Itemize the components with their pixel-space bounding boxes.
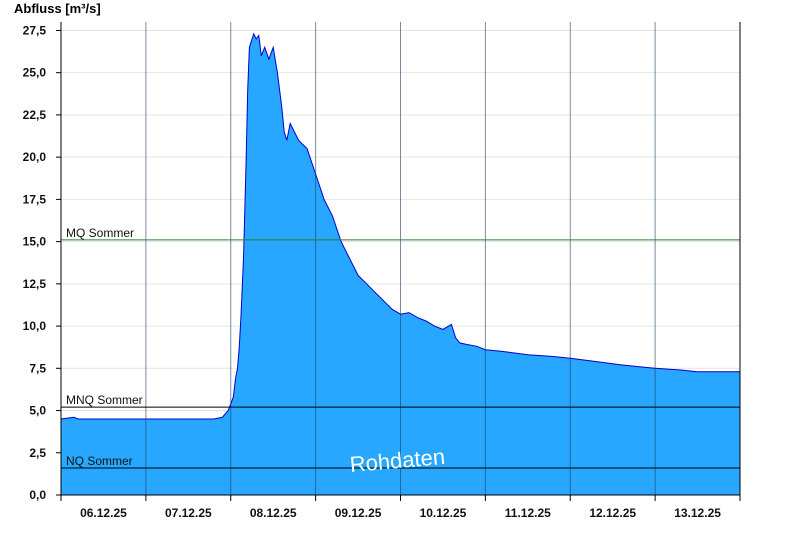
y-tick-label-2: 5,0 (29, 404, 46, 418)
plot-area: MQ Sommer MNQ Sommer NQ Sommer 0,0 2,5 5,0 7,5… (23, 22, 741, 520)
y-tick-label-7: 17,5 (23, 192, 47, 206)
x-tick-label-1: 07.12.25 (165, 506, 212, 520)
x-tick-label-0: 06.12.25 (80, 506, 127, 520)
x-tick-label-2: 08.12.25 (250, 506, 297, 520)
ref-label-2: NQ Sommer (66, 454, 133, 468)
y-tick-label-5: 12,5 (23, 277, 47, 291)
x-tick-label-5: 11.12.25 (505, 506, 551, 520)
y-tick-label-1: 2,5 (29, 446, 46, 460)
ref-label-0: MQ Sommer (66, 226, 134, 240)
x-tick-label-3: 09.12.25 (335, 506, 382, 520)
y-tick-label-4: 10,0 (23, 319, 47, 333)
x-tick-label-6: 12.12.25 (589, 506, 636, 520)
y-axis-label: Abfluss [m³/s] (14, 1, 101, 16)
y-tick-label-9: 22,5 (23, 108, 47, 122)
x-tick-label-4: 10.12.25 (420, 506, 467, 520)
y-tick-label-6: 15,0 (23, 235, 47, 249)
y-tick-label-10: 25,0 (23, 66, 47, 80)
ref-label-1: MNQ Sommer (66, 393, 143, 407)
y-tick-label-8: 20,0 (23, 150, 47, 164)
y-tick-label-0: 0,0 (29, 488, 46, 502)
x-tick-label-7: 13.12.25 (674, 506, 721, 520)
discharge-line (60, 32, 740, 420)
y-tick-label-3: 7,5 (29, 361, 46, 375)
y-tick-label-11: 27,5 (23, 23, 47, 37)
